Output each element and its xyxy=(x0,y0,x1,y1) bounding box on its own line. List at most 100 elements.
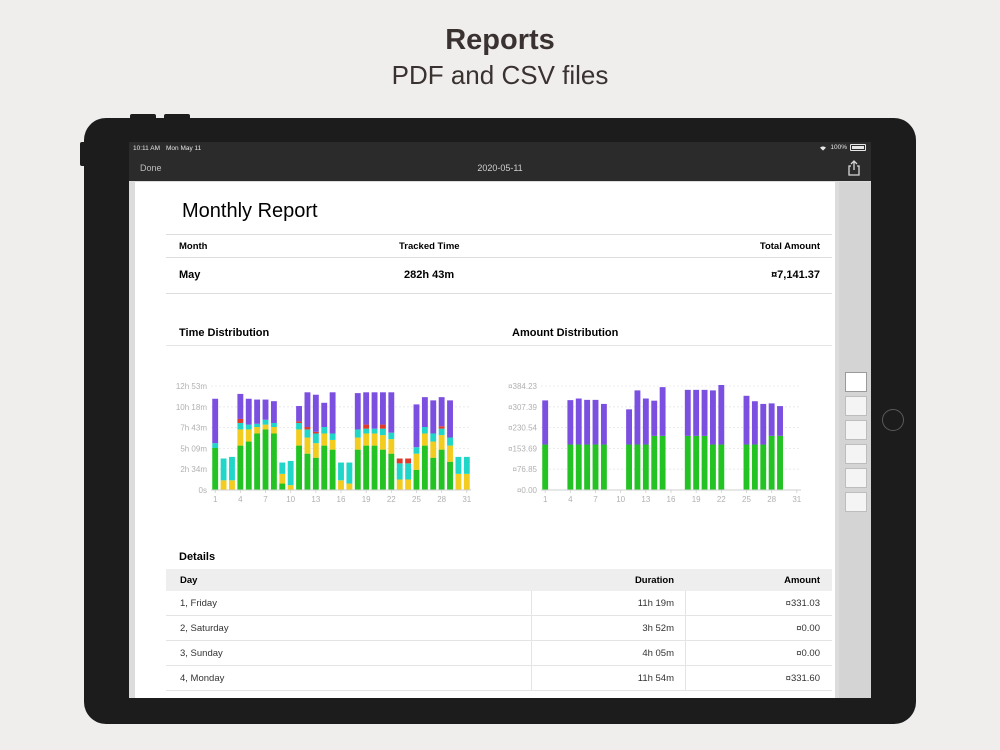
x-tick-label: 16 xyxy=(667,495,676,504)
y-tick-label: 7h 43m xyxy=(180,424,207,433)
bar-segment xyxy=(634,444,641,490)
hero-title: Reports xyxy=(445,24,555,56)
bar-segment xyxy=(329,433,336,440)
bar-segment xyxy=(760,444,767,490)
battery-percent: 100% xyxy=(830,144,847,151)
bar-segment xyxy=(701,389,708,436)
bar-segment xyxy=(304,453,311,490)
bar-segment xyxy=(751,444,758,490)
bar-segment xyxy=(329,449,336,490)
bar-segment xyxy=(287,460,294,486)
bar-segment xyxy=(237,418,244,423)
time-distribution-title: Time Distribution xyxy=(179,327,270,339)
bar-segment xyxy=(212,398,219,444)
bar-segment xyxy=(262,419,269,425)
bar-segment xyxy=(346,462,353,484)
bar-segment xyxy=(296,421,302,423)
bar-segment xyxy=(304,437,311,454)
bar-segment xyxy=(380,449,386,490)
bar-segment xyxy=(363,445,370,490)
x-tick-label: 4 xyxy=(568,495,573,504)
bar-segment xyxy=(262,399,269,420)
bar-segment xyxy=(329,439,336,450)
bar-segment xyxy=(296,422,302,430)
y-tick-label: ¤230.54 xyxy=(508,424,537,433)
bar-segment xyxy=(229,480,235,490)
bar-segment xyxy=(567,444,574,490)
bar-segment xyxy=(447,437,453,446)
table-row: 4, Monday 11h 54m ¤331.60 xyxy=(166,666,832,691)
report-page[interactable]: Monthly Report Month Tracked Time Total … xyxy=(135,182,835,698)
bar-segment xyxy=(438,397,445,427)
bar-segment xyxy=(743,444,750,490)
bar-segment xyxy=(651,400,658,436)
bar-segment xyxy=(363,433,370,446)
row-amount: ¤331.60 xyxy=(785,673,820,684)
bar-segment xyxy=(245,441,252,490)
y-tick-label: 12h 53m xyxy=(176,382,207,391)
status-time: 10:11 AM xyxy=(133,145,160,152)
bar-segment xyxy=(659,387,666,436)
bar-segment xyxy=(363,392,370,425)
row-duration: 11h 54m xyxy=(637,673,674,684)
share-icon[interactable] xyxy=(847,160,861,176)
details-header-amount: Amount xyxy=(784,575,820,586)
bar-segment xyxy=(321,427,328,434)
bar-segment xyxy=(279,483,286,490)
row-amount: ¤0.00 xyxy=(796,623,820,634)
x-tick-label: 10 xyxy=(286,495,295,504)
bar-segment xyxy=(626,444,632,490)
status-bar: 10:11 AM Mon May 11 100% xyxy=(129,142,871,155)
x-tick-label: 22 xyxy=(717,495,726,504)
bar-segment xyxy=(710,390,716,445)
y-tick-label: 10h 18m xyxy=(176,403,207,412)
bar-segment xyxy=(642,398,649,445)
page-thumbnail[interactable] xyxy=(845,468,867,488)
page-thumbnail[interactable] xyxy=(845,372,867,392)
bar-segment xyxy=(430,457,437,490)
bar-segment xyxy=(380,392,386,425)
home-button[interactable] xyxy=(882,409,904,431)
page-thumbnail-scroller[interactable] xyxy=(839,182,871,698)
summary-value-month: May xyxy=(179,269,201,281)
status-date: Mon May 11 xyxy=(166,145,202,152)
ipad-screen: 10:11 AM Mon May 11 100% Done 2020-05-11… xyxy=(129,142,871,698)
bar-segment xyxy=(626,409,632,445)
bar-segment xyxy=(287,485,294,490)
bar-segment xyxy=(600,444,607,490)
y-tick-label: ¤307.39 xyxy=(508,403,537,412)
page-thumbnail[interactable] xyxy=(845,492,867,512)
bar-segment xyxy=(768,403,775,436)
nav-title: 2020-05-11 xyxy=(477,163,523,173)
wifi-icon xyxy=(820,145,827,151)
bar-segment xyxy=(642,444,649,490)
bar-segment xyxy=(396,463,403,480)
bar-segment xyxy=(421,433,428,446)
summary-header-month: Month xyxy=(179,241,208,252)
x-tick-label: 1 xyxy=(543,495,548,504)
summary-value-amount: ¤7,141.37 xyxy=(771,269,820,281)
page-thumbnail[interactable] xyxy=(845,420,867,440)
bar-segment xyxy=(312,431,319,434)
summary-table: Month Tracked Time Total Amount May 282h… xyxy=(166,234,832,294)
page-thumbnail[interactable] xyxy=(845,396,867,416)
table-row: 2, Saturday 3h 52m ¤0.00 xyxy=(166,616,832,641)
bar-segment xyxy=(270,433,277,490)
x-tick-label: 4 xyxy=(238,495,243,504)
bar-segment xyxy=(405,463,412,480)
page-thumbnail[interactable] xyxy=(845,444,867,464)
bar-segment xyxy=(296,429,302,446)
bar-segment xyxy=(254,433,261,490)
row-duration: 4h 05m xyxy=(642,648,674,659)
bar-segment xyxy=(237,422,244,430)
done-button[interactable]: Done xyxy=(140,163,162,173)
bar-segment xyxy=(693,435,700,490)
bar-segment xyxy=(396,479,403,490)
bar-segment xyxy=(380,428,386,436)
x-tick-label: 28 xyxy=(437,495,446,504)
bar-segment xyxy=(463,473,470,490)
bar-segment xyxy=(296,406,302,422)
x-tick-label: 7 xyxy=(263,495,268,504)
time-distribution-chart: 0s 2h 34m 5h 09m 7h 43m 10h 18m 12h 53m 1 4 7 10 1… xyxy=(176,382,472,504)
bar-segment xyxy=(430,441,437,458)
